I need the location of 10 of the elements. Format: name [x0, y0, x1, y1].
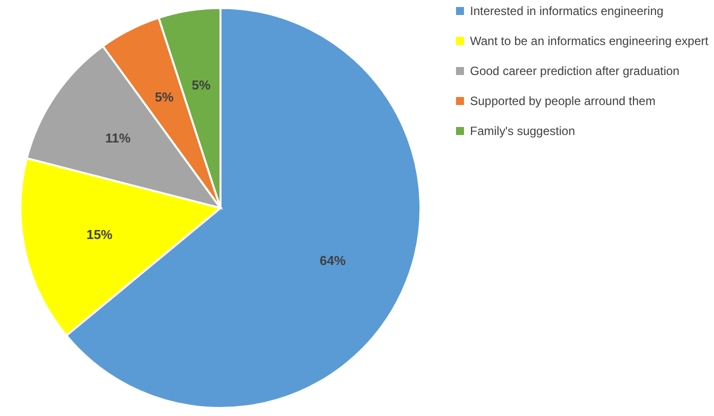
legend-label: Family's suggestion: [470, 124, 575, 138]
data-label: 11%: [105, 130, 132, 146]
legend-label: Interested in informatics engineering: [470, 4, 664, 18]
legend-label: Good career prediction after graduation: [470, 64, 680, 78]
data-label: 5%: [192, 78, 211, 93]
legend-label: Supported by people arround them: [470, 94, 656, 108]
legend-label: Want to be an informatics engineering expert: [470, 34, 710, 48]
data-label: 15%: [86, 227, 113, 242]
data-label: 5%: [154, 90, 174, 105]
data-label: 64%: [320, 252, 346, 268]
